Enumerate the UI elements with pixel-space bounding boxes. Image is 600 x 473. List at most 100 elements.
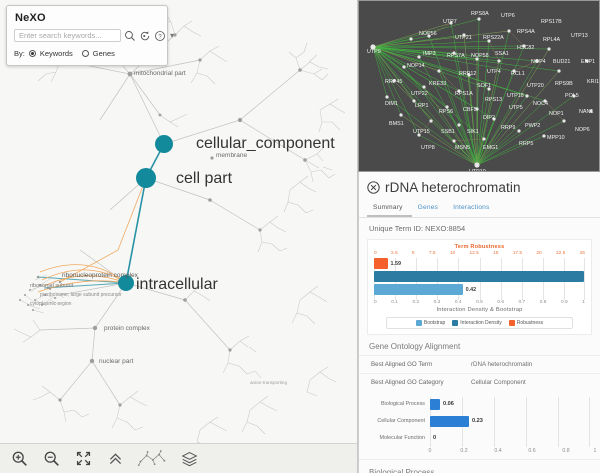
- network-node-label: RPL4A: [543, 37, 560, 43]
- bar-row-bootstrap: 0.42: [374, 284, 585, 295]
- robustness-plot: 1.59 0.42: [374, 258, 586, 300]
- tick: 17.5: [512, 251, 523, 256]
- tree-hub-node[interactable]: [118, 275, 134, 291]
- tick: 12.5: [469, 251, 479, 256]
- network-node-label: UTP5: [509, 105, 523, 111]
- legend-swatch: [508, 320, 515, 326]
- reset-icon[interactable]: [139, 30, 151, 42]
- collapse-icon[interactable]: [105, 449, 125, 469]
- tree-node-label-membrane[interactable]: membrane: [216, 152, 248, 159]
- search-panel[interactable]: NeXO ? ▾ By: Keywords Genes: [6, 5, 174, 66]
- ontology-tree-panel[interactable]: cellular_component cell part intracellul…: [0, 0, 358, 473]
- tick: 15: [493, 251, 499, 256]
- network-node-label: UTP10: [469, 169, 486, 172]
- network-node-label: NOP6: [575, 127, 590, 133]
- alignment-row-go-category: Best Aligned GO Category Cellular Compon…: [359, 373, 600, 391]
- network-node-label: NOP56: [419, 31, 437, 37]
- gene-interaction-network[interactable]: UTP9 UTP10 RPS8A UTP6 UTP7 NOP56 RPS17B …: [358, 0, 600, 172]
- network-node-label: RPS4A: [517, 29, 535, 35]
- biological-process-header: Biological Process: [359, 459, 600, 473]
- tree-node-label-ribosomal-subunit[interactable]: ribosomal subunit: [30, 283, 74, 289]
- search-row[interactable]: ? ▾: [14, 29, 174, 42]
- fit-screen-icon[interactable]: [73, 449, 93, 469]
- tab-interactions[interactable]: Interactions: [453, 204, 490, 211]
- tree-node-label-mitochondrial-part[interactable]: mitochondrial part: [134, 70, 186, 77]
- close-icon[interactable]: [367, 181, 380, 194]
- tree-hub-node[interactable]: [136, 168, 156, 188]
- chevron-down-icon[interactable]: ▾: [170, 30, 175, 40]
- tick: 0.8: [562, 448, 570, 454]
- legend-swatch: [415, 320, 422, 326]
- tick: 0.2: [460, 448, 468, 454]
- alignment-key: Best Aligned GO Term: [371, 361, 433, 368]
- radio-keywords[interactable]: [28, 50, 36, 57]
- network-node-label: BMS1: [389, 121, 404, 127]
- go-category-label: Biological Process: [380, 401, 425, 407]
- tree-node-label-ribonucleoprotein-complex[interactable]: ribonucleoprotein complex: [62, 272, 138, 279]
- network-node-label: KRE33: [429, 81, 446, 87]
- network-node-label: RPS1A: [455, 91, 473, 97]
- go-category-label: Molecular Function: [379, 435, 425, 441]
- tree-node-label-cell-part[interactable]: cell part: [176, 170, 233, 187]
- network-node-label: DIM1: [385, 101, 398, 107]
- network-node-label: DIP2: [483, 115, 495, 121]
- alignment-row-go-term: Best Aligned GO Term rDNA heterochromati…: [359, 355, 600, 373]
- network-node-label: CBF5: [463, 107, 477, 113]
- help-icon[interactable]: ?: [154, 30, 166, 42]
- bar-bootstrap: [374, 284, 463, 295]
- tree-hub-node[interactable]: [155, 135, 173, 153]
- tree-node-label-protein-complex[interactable]: protein complex: [104, 325, 150, 332]
- radio-genes[interactable]: [81, 50, 89, 57]
- tree-node-label-cytoplasmic-region[interactable]: cytoplasmic region: [30, 301, 72, 307]
- tree-node-label-nuclear-part[interactable]: nuclear part: [99, 358, 134, 365]
- bar-value-bootstrap: 0.42: [465, 286, 477, 293]
- search-by-label: By:: [14, 49, 25, 58]
- tab-summary[interactable]: Summary: [367, 201, 412, 217]
- go-value-biological-process: 0.06: [443, 401, 454, 407]
- alignment-value: rDNA heterochromatin: [471, 361, 533, 368]
- network-node-label: RRP12: [459, 71, 476, 77]
- tree-node-label-anion-transporting[interactable]: anion-transporting: [250, 380, 288, 385]
- zoom-out-icon[interactable]: [41, 449, 61, 469]
- unique-term-id: Unique Term ID: NEXO:8854: [369, 224, 466, 233]
- tick: 0.3: [433, 300, 441, 305]
- network-node-label: UTP4: [487, 69, 501, 75]
- tab-genes[interactable]: Genes: [417, 204, 439, 211]
- network-node-label: RPS8A: [471, 11, 489, 17]
- network-graph-svg[interactable]: UTP9 UTP10 RPS8A UTP6 UTP7 NOP56 RPS17B …: [359, 1, 600, 172]
- network-icon[interactable]: [137, 449, 167, 469]
- network-node-label: SOF1: [477, 83, 491, 89]
- network-node-label: LRP1: [415, 103, 429, 109]
- network-node-label: SSB1: [441, 129, 455, 135]
- zoom-in-icon[interactable]: [9, 449, 29, 469]
- bar-robustness: [374, 258, 388, 269]
- search-input[interactable]: [14, 29, 121, 42]
- detail-tabs[interactable]: Summary Genes Interactions: [359, 201, 600, 218]
- tree-node-label-cellular-component[interactable]: cellular_component: [196, 135, 335, 152]
- network-node-label: RPS9B: [555, 81, 573, 87]
- network-node-label: RRP9: [501, 125, 515, 131]
- tick: 0.1: [391, 300, 398, 305]
- tree-node-label-intracellular[interactable]: intracellular: [136, 276, 218, 293]
- term-detail-panel[interactable]: rDNA heterochromatin Summary Genes Inter…: [358, 172, 600, 473]
- network-node-label: NOP58: [471, 53, 489, 59]
- chart-title-term-robustness: Term Robustness: [454, 244, 505, 250]
- go-chart-xaxis: 0 0.2 0.4 0.6 0.8 1: [367, 448, 597, 456]
- layers-icon[interactable]: [179, 449, 199, 469]
- network-node-label: UTP15: [413, 129, 430, 135]
- search-by-row[interactable]: By: Keywords Genes: [14, 49, 160, 58]
- network-node-label: RPS17B: [541, 19, 562, 25]
- go-value-molecular-function: 0: [433, 435, 437, 441]
- network-node-label: MSN5: [455, 145, 470, 151]
- tree-toolbar[interactable]: [0, 443, 357, 473]
- tree-node-label-preribosome[interactable]: preribosome, large subunit precursor: [40, 292, 122, 298]
- go-category-label: Cellular Component: [377, 418, 425, 424]
- tick: 0.6: [497, 300, 504, 305]
- chart-legend: Bootstrap Interaction Density Robustness: [386, 317, 573, 329]
- network-node-label: HSC82: [517, 45, 534, 51]
- go-alignment-chart: Biological Process 0.06 Cellular Compone…: [367, 397, 597, 456]
- search-icon[interactable]: [124, 30, 136, 42]
- network-node-label: RPS6: [439, 109, 453, 115]
- tick: 20: [536, 251, 542, 256]
